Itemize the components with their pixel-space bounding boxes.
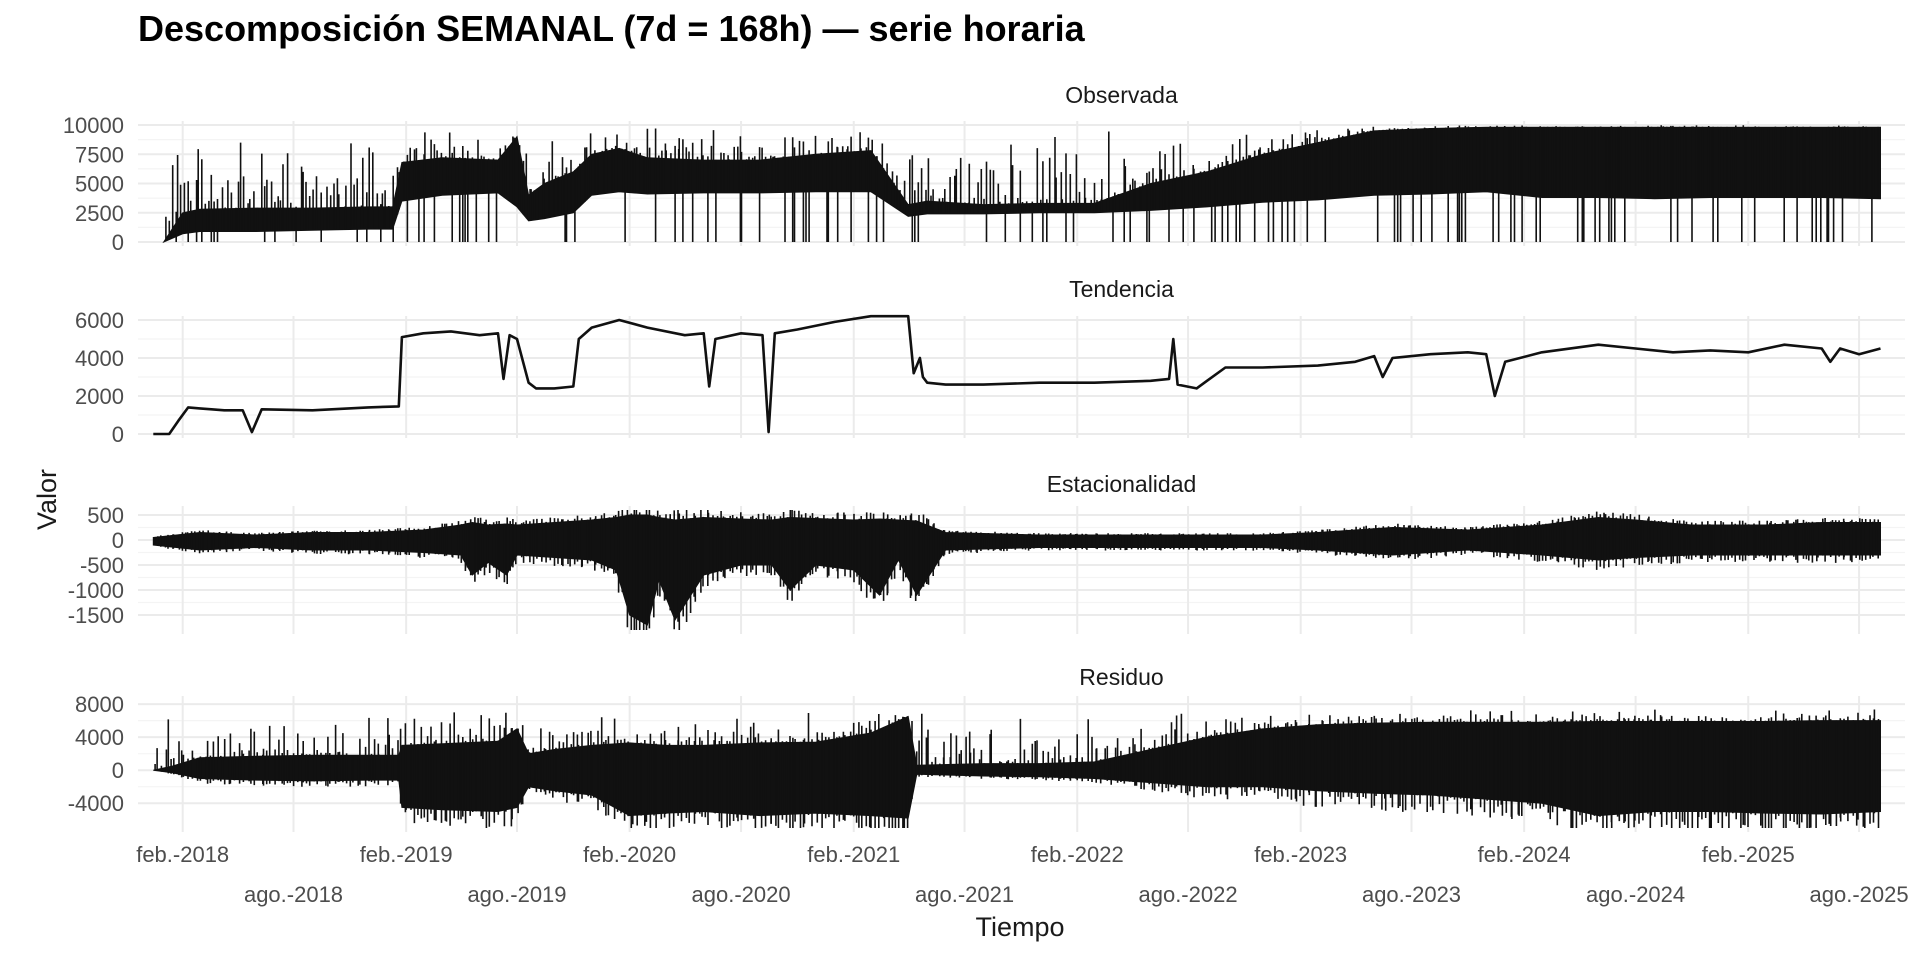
x-tick-label: ago.-2025	[1810, 882, 1909, 907]
panel-title: Observada	[1065, 82, 1178, 108]
y-tick-label: 8000	[75, 692, 124, 717]
series-line-tendencia	[153, 314, 1881, 436]
x-tick-label: ago.-2022	[1138, 882, 1237, 907]
series-spikes-observada	[165, 125, 1879, 242]
y-tick-label: 0	[112, 422, 124, 447]
y-tick-label: 10000	[63, 113, 124, 138]
y-tick-label: -1000	[68, 578, 124, 603]
x-tick-label: feb.-2019	[360, 842, 453, 867]
x-tick-label: feb.-2024	[1478, 842, 1571, 867]
x-tick-label: ago.-2023	[1362, 882, 1461, 907]
y-tick-label: 0	[112, 230, 124, 255]
x-tick-label: ago.-2018	[244, 882, 343, 907]
panel-title: Estacionalidad	[1047, 471, 1197, 497]
x-tick-label: ago.-2020	[692, 882, 791, 907]
series-spikes-residuo	[154, 709, 1880, 828]
x-axis-label: Tiempo	[975, 912, 1065, 942]
y-tick-label: -1500	[68, 603, 124, 628]
x-tick-label: ago.-2021	[915, 882, 1014, 907]
x-tick-label: feb.-2023	[1254, 842, 1347, 867]
panel-title: Tendencia	[1069, 276, 1174, 302]
y-tick-label: 4000	[75, 725, 124, 750]
series-band-estacionalidad	[152, 514, 1881, 626]
x-tick-label: feb.-2021	[807, 842, 900, 867]
y-tick-label: 500	[87, 503, 124, 528]
y-tick-label: 2000	[75, 384, 124, 409]
y-tick-label: 7500	[75, 142, 124, 167]
x-tick-label: feb.-2020	[583, 842, 676, 867]
y-tick-label: 5000	[75, 172, 124, 197]
x-tick-label: feb.-2018	[136, 842, 229, 867]
chart-title: Descomposición SEMANAL (7d = 168h) — ser…	[138, 8, 1085, 49]
y-tick-label: -500	[80, 553, 124, 578]
x-tick-label: feb.-2022	[1031, 842, 1124, 867]
x-tick-label: ago.-2019	[467, 882, 566, 907]
y-tick-label: 0	[112, 528, 124, 553]
y-tick-label: 2500	[75, 201, 124, 226]
series-band-observada	[162, 126, 1881, 244]
x-tick-label: feb.-2025	[1702, 842, 1795, 867]
x-tick-label: ago.-2024	[1586, 882, 1685, 907]
y-tick-label: 0	[112, 758, 124, 783]
y-tick-label: -4000	[68, 791, 124, 816]
y-tick-label: 6000	[75, 308, 124, 333]
series-spikes-estacionalidad	[154, 510, 1879, 630]
panel-title: Residuo	[1079, 664, 1163, 690]
y-tick-label: 4000	[75, 346, 124, 371]
